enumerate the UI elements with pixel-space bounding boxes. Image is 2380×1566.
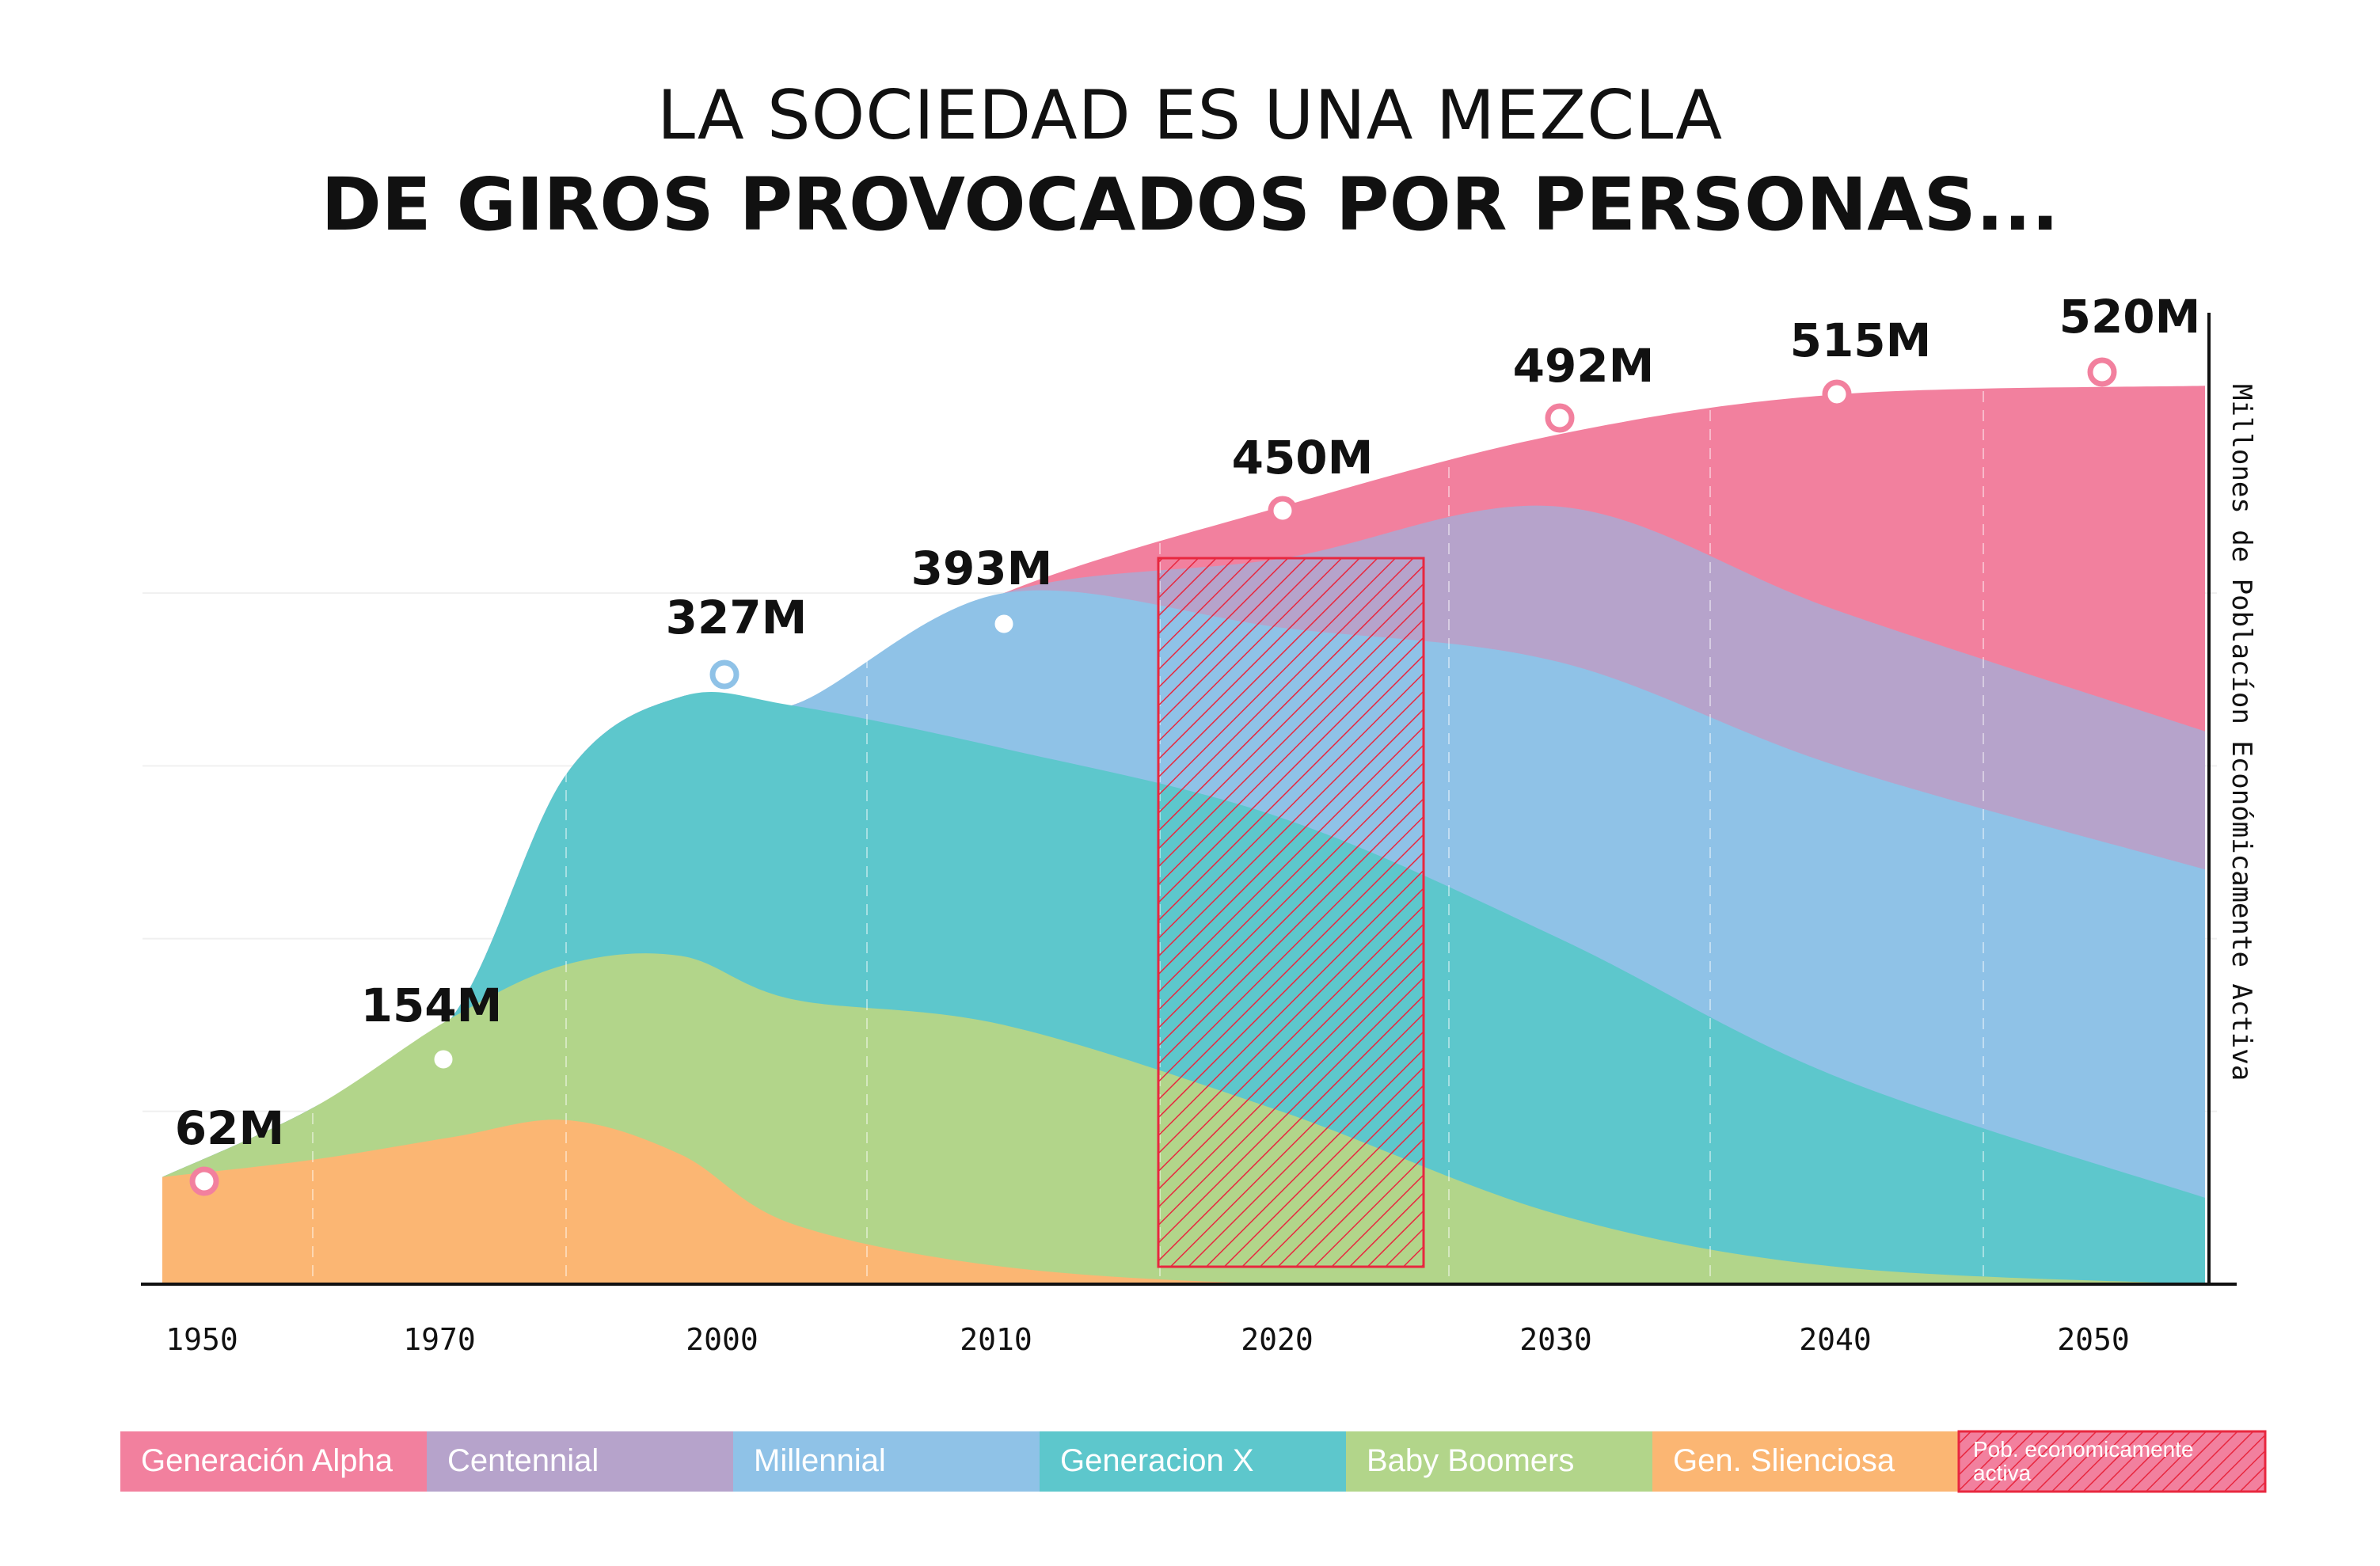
x-tick-label-1950: 1950 [165,1322,238,1357]
legend: Generación Alpha Centennial Millennial Gene… [120,1430,2267,1493]
ticks-layer: 1950 1970 2000 2010 2020 2030 2040 2050 [165,1322,2130,1357]
legend-swatch-5 [1652,1431,1959,1492]
legend-label-5: Gen. Slienciosa [1673,1443,1895,1478]
point-label-2050: 520M [2059,290,2201,344]
axis-layer [141,313,2237,1286]
legend-label-2: Millennial [754,1443,886,1478]
x-tick-label-2050: 2050 [2057,1322,2130,1357]
x-tick-label-2010: 2010 [960,1322,1032,1357]
point-label-2020: 450M [1232,431,1374,485]
legend-label-0: Generación Alpha [141,1443,393,1478]
point-label-2010: 393M [911,542,1053,595]
point-marker-2000 [709,659,739,690]
vgrid-layer [312,372,1984,1284]
point-label-1970: 154M [361,979,503,1032]
point-label-2040: 515M [1790,314,1932,367]
legend-label-3: Generacion X [1060,1443,1254,1478]
point-label-2000: 327M [666,591,808,644]
x-tick-label-1970: 1970 [403,1322,476,1357]
legend-swatch-6 [1957,1430,2267,1493]
point-label-2030: 492M [1513,339,1655,393]
point-marker-2010 [989,609,1019,639]
x-tick-label-2040: 2040 [1799,1322,1872,1357]
legend-swatch-1 [427,1431,733,1492]
point-marker-2030 [1545,403,1575,433]
legend-label-1: Centennial [447,1443,599,1478]
point-marker-2040 [1822,379,1852,409]
legend-swatch-0 [120,1431,427,1492]
legend-swatch-2 [733,1431,1040,1492]
point-label-1950: 62M [175,1101,284,1155]
y-axis-label: Millones de Poblacíon Económicamente Act… [2226,384,2257,1081]
point-marker-2050 [2087,357,2117,387]
highlight-layer [1157,557,1425,1268]
highlight-economically-active [1157,557,1425,1268]
point-marker-2020 [1268,496,1298,526]
x-tick-label-2000: 2000 [686,1322,758,1357]
legend-label-6-line1: Pob. economicamente [1973,1437,2194,1461]
point-marker-1950 [189,1166,219,1196]
legend-label-4: Baby Boomers [1367,1443,1574,1478]
legend-label-6-line2: activa [1973,1461,2032,1485]
area-series-gen-slienciosa [162,1119,2205,1286]
legend-swatch-4 [1346,1431,1652,1492]
chart-title-line1: LA SOCIEDAD ES UNA MEZCLA [657,76,1723,155]
legend-swatch-3 [1040,1431,1346,1492]
x-tick-label-2030: 2030 [1519,1322,1592,1357]
point-marker-1970 [428,1044,458,1074]
points-layer: 62M 154M 327M 393M 450M 492M 515M 520M [175,290,2201,1196]
chart-title-line2: DE GIROS PROVOCADOS POR PERSONAS... [321,162,2059,247]
x-tick-label-2020: 2020 [1241,1322,1314,1357]
